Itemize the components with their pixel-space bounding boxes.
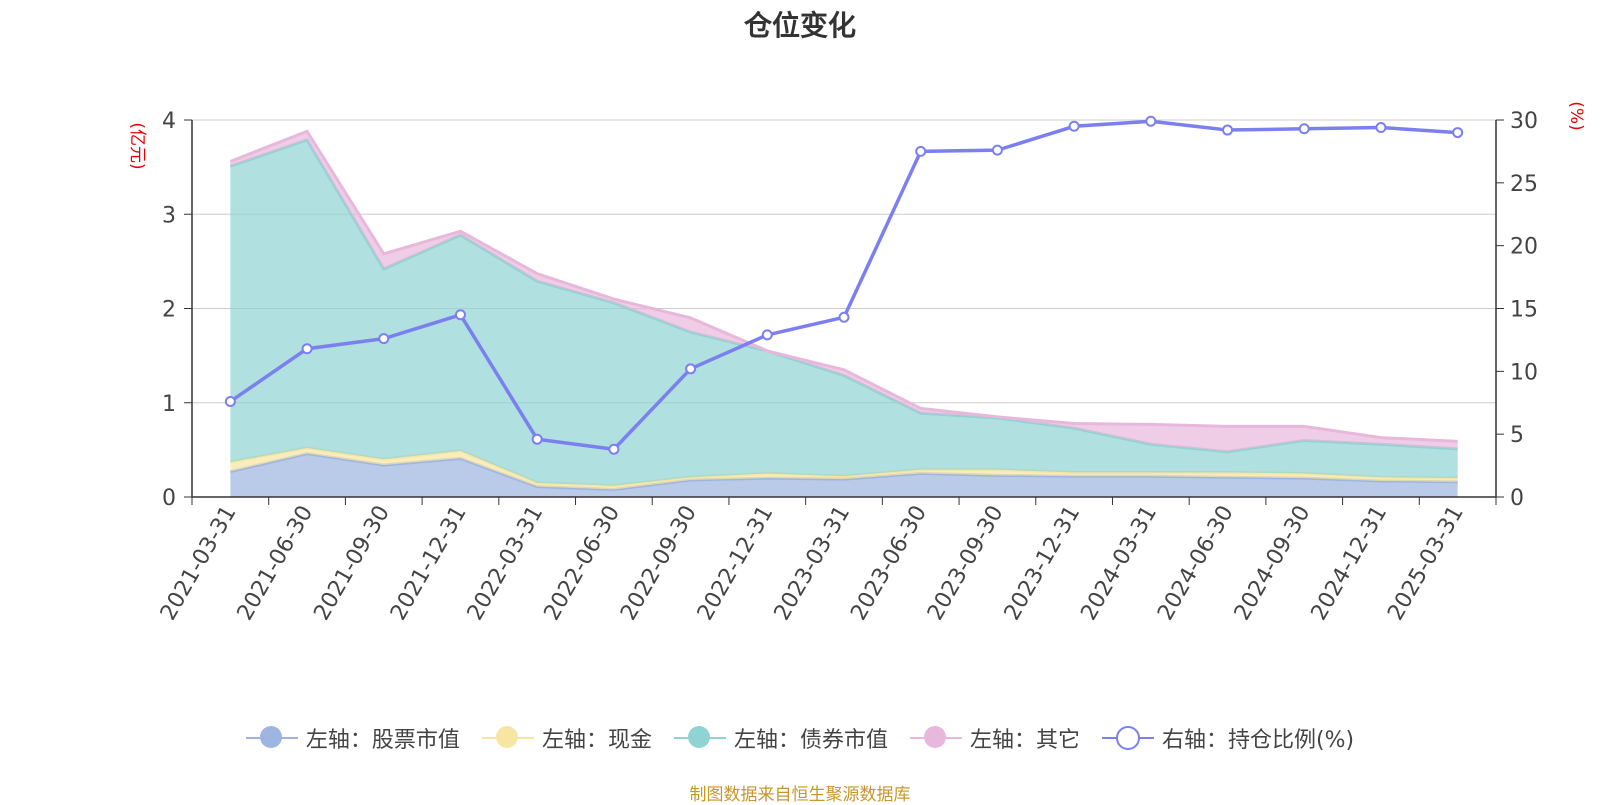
- x-tick-label: 2024-06-30: [1153, 502, 1239, 625]
- area-左轴：债券市值: [230, 139, 1458, 486]
- x-tick-label: 2022-06-30: [539, 502, 625, 625]
- right-tick-label: 20: [1510, 235, 1538, 260]
- legend-marker-icon: [909, 726, 962, 750]
- legend-marker-icon: [1101, 726, 1154, 750]
- x-tick-label: 2024-12-31: [1307, 502, 1393, 625]
- legend-label: 左轴：现金: [541, 728, 652, 753]
- legend-item[interactable]: 左轴：股票市值: [245, 722, 460, 754]
- data-point: [991, 144, 1003, 156]
- data-point: [454, 309, 466, 321]
- x-tick-label: 2021-03-31: [156, 502, 242, 625]
- legend-marker-icon: [245, 726, 298, 750]
- data-point: [1222, 124, 1234, 136]
- data-point: [838, 311, 850, 323]
- data-point: [1298, 123, 1310, 135]
- x-tick-label: 2023-09-30: [923, 502, 1009, 625]
- data-point: [685, 363, 697, 375]
- data-point: [915, 145, 927, 157]
- x-tick-label: 2025-03-31: [1383, 502, 1469, 625]
- legend-label: 右轴：持仓比例(%): [1161, 728, 1355, 753]
- x-tick-label: 2024-03-31: [1076, 502, 1162, 625]
- data-point: [1145, 115, 1157, 127]
- right-tick-label: 5: [1510, 423, 1524, 448]
- data-point: [1068, 120, 1080, 132]
- legend-marker-icon: [481, 726, 534, 750]
- legend-item[interactable]: 左轴：其它: [909, 722, 1080, 754]
- area-左轴：股票市值: [230, 453, 1458, 497]
- data-point: [608, 443, 620, 455]
- legend-item[interactable]: 左轴：现金: [481, 722, 652, 754]
- chart-plot: 01234051015202530(亿元)(%)2021-03-312021-0…: [127, 101, 1586, 625]
- left-axis-title: (亿元): [127, 122, 147, 169]
- data-point: [761, 329, 773, 341]
- x-tick-label: 2023-12-31: [1000, 502, 1086, 625]
- area-edge-左轴：其它: [229, 129, 1458, 443]
- legend-item[interactable]: 右轴：持仓比例(%): [1101, 722, 1355, 754]
- right-tick-label: 30: [1510, 109, 1538, 134]
- x-tick-label: 2023-03-31: [770, 502, 856, 625]
- left-tick-label: 1: [162, 392, 176, 417]
- legend-label: 左轴：债券市值: [733, 728, 888, 753]
- area-edge-左轴：债券市值: [229, 137, 1458, 454]
- data-point: [1375, 122, 1387, 134]
- data-point: [1452, 127, 1464, 139]
- right-tick-label: 10: [1510, 360, 1538, 385]
- legend-label: 左轴：其它: [969, 728, 1080, 753]
- right-tick-label: 25: [1510, 172, 1538, 197]
- x-tick-label: 2022-03-31: [463, 502, 549, 625]
- data-point: [378, 333, 390, 345]
- legend-label: 左轴：股票市值: [305, 728, 460, 753]
- left-tick-label: 0: [162, 486, 176, 511]
- x-tick-label: 2022-12-31: [693, 502, 779, 625]
- right-tick-label: 15: [1510, 298, 1538, 323]
- chart-legend: 左轴：股票市值 左轴：现金 左轴：债券市值 左轴：其它 右轴：持仓比例(%): [0, 722, 1600, 754]
- x-tick-label: 2021-12-31: [386, 502, 472, 625]
- left-tick-label: 2: [162, 298, 176, 323]
- x-tick-label: 2021-06-30: [233, 502, 319, 625]
- source-note: 制图数据来自恒生聚源数据库: [689, 785, 911, 805]
- right-axis-title: (%): [1566, 101, 1586, 130]
- data-point: [301, 343, 313, 355]
- x-tick-label: 2021-09-30: [309, 502, 395, 625]
- legend-item[interactable]: 左轴：债券市值: [673, 722, 888, 754]
- left-tick-label: 4: [162, 109, 176, 134]
- chart-title: 仓位变化: [743, 9, 856, 42]
- right-tick-label: 0: [1510, 486, 1524, 511]
- x-tick-label: 2024-09-30: [1230, 502, 1316, 625]
- data-point: [224, 395, 236, 407]
- x-tick-label: 2023-06-30: [846, 502, 932, 625]
- data-point: [531, 433, 543, 445]
- left-tick-label: 3: [162, 203, 176, 228]
- legend-marker-icon: [673, 726, 726, 750]
- x-tick-label: 2022-09-30: [616, 502, 702, 625]
